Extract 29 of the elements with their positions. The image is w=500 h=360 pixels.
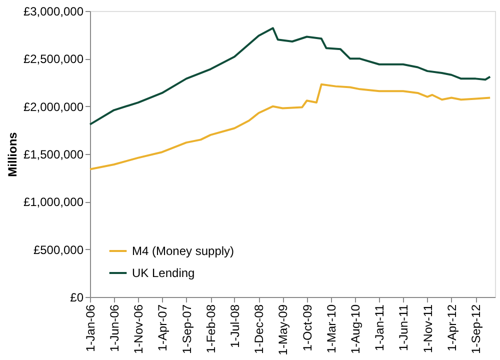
y-tick-label: £1,000,000 [23,195,84,210]
x-tick-label: 1-Feb-08 [204,304,218,354]
x-tick-label: 1-Aug-10 [348,304,362,354]
x-tick-label: 1-Sep-07 [180,304,194,354]
y-tick-label: £3,000,000 [23,4,84,18]
y-axis-title: Millions [5,132,20,177]
y-tick-label: £2,000,000 [23,100,84,114]
line-series [89,27,492,126]
x-tick-label: 1-Jul-08 [228,304,242,348]
legend-label: UK Lending [132,266,195,280]
line-series [89,83,492,170]
x-tick-label: 1-Dec-08 [252,304,266,354]
x-tick-label: 1-Oct-09 [300,304,314,352]
x-tick-label: 1-Sep-12 [469,304,484,354]
x-tick-label: 1-Jun-06 [107,304,122,352]
x-tick-label: 1-May-09 [276,304,290,356]
y-tick-label: £2,500,000 [23,52,84,66]
x-tick-label: 1-Jun-11 [396,304,411,351]
legend-label: M4 (Money supply) [132,244,234,258]
x-tick-label: 1-Apr-07 [156,304,170,352]
y-tick-label: £500,000 [33,242,84,257]
x-tick-label: 1-Jan-06 [84,304,98,352]
y-tick-label: £1,500,000 [23,148,84,162]
x-tick-label: 1-Apr-12 [444,304,459,352]
x-tick-label: 1-Mar-10 [324,304,338,354]
x-tick-label: 1-Nov-11 [420,304,435,353]
x-tick-label: 1-Nov-06 [132,304,146,354]
y-tick-label: £0 [70,290,84,304]
x-tick-label: 1-Jan-11 [372,304,387,351]
